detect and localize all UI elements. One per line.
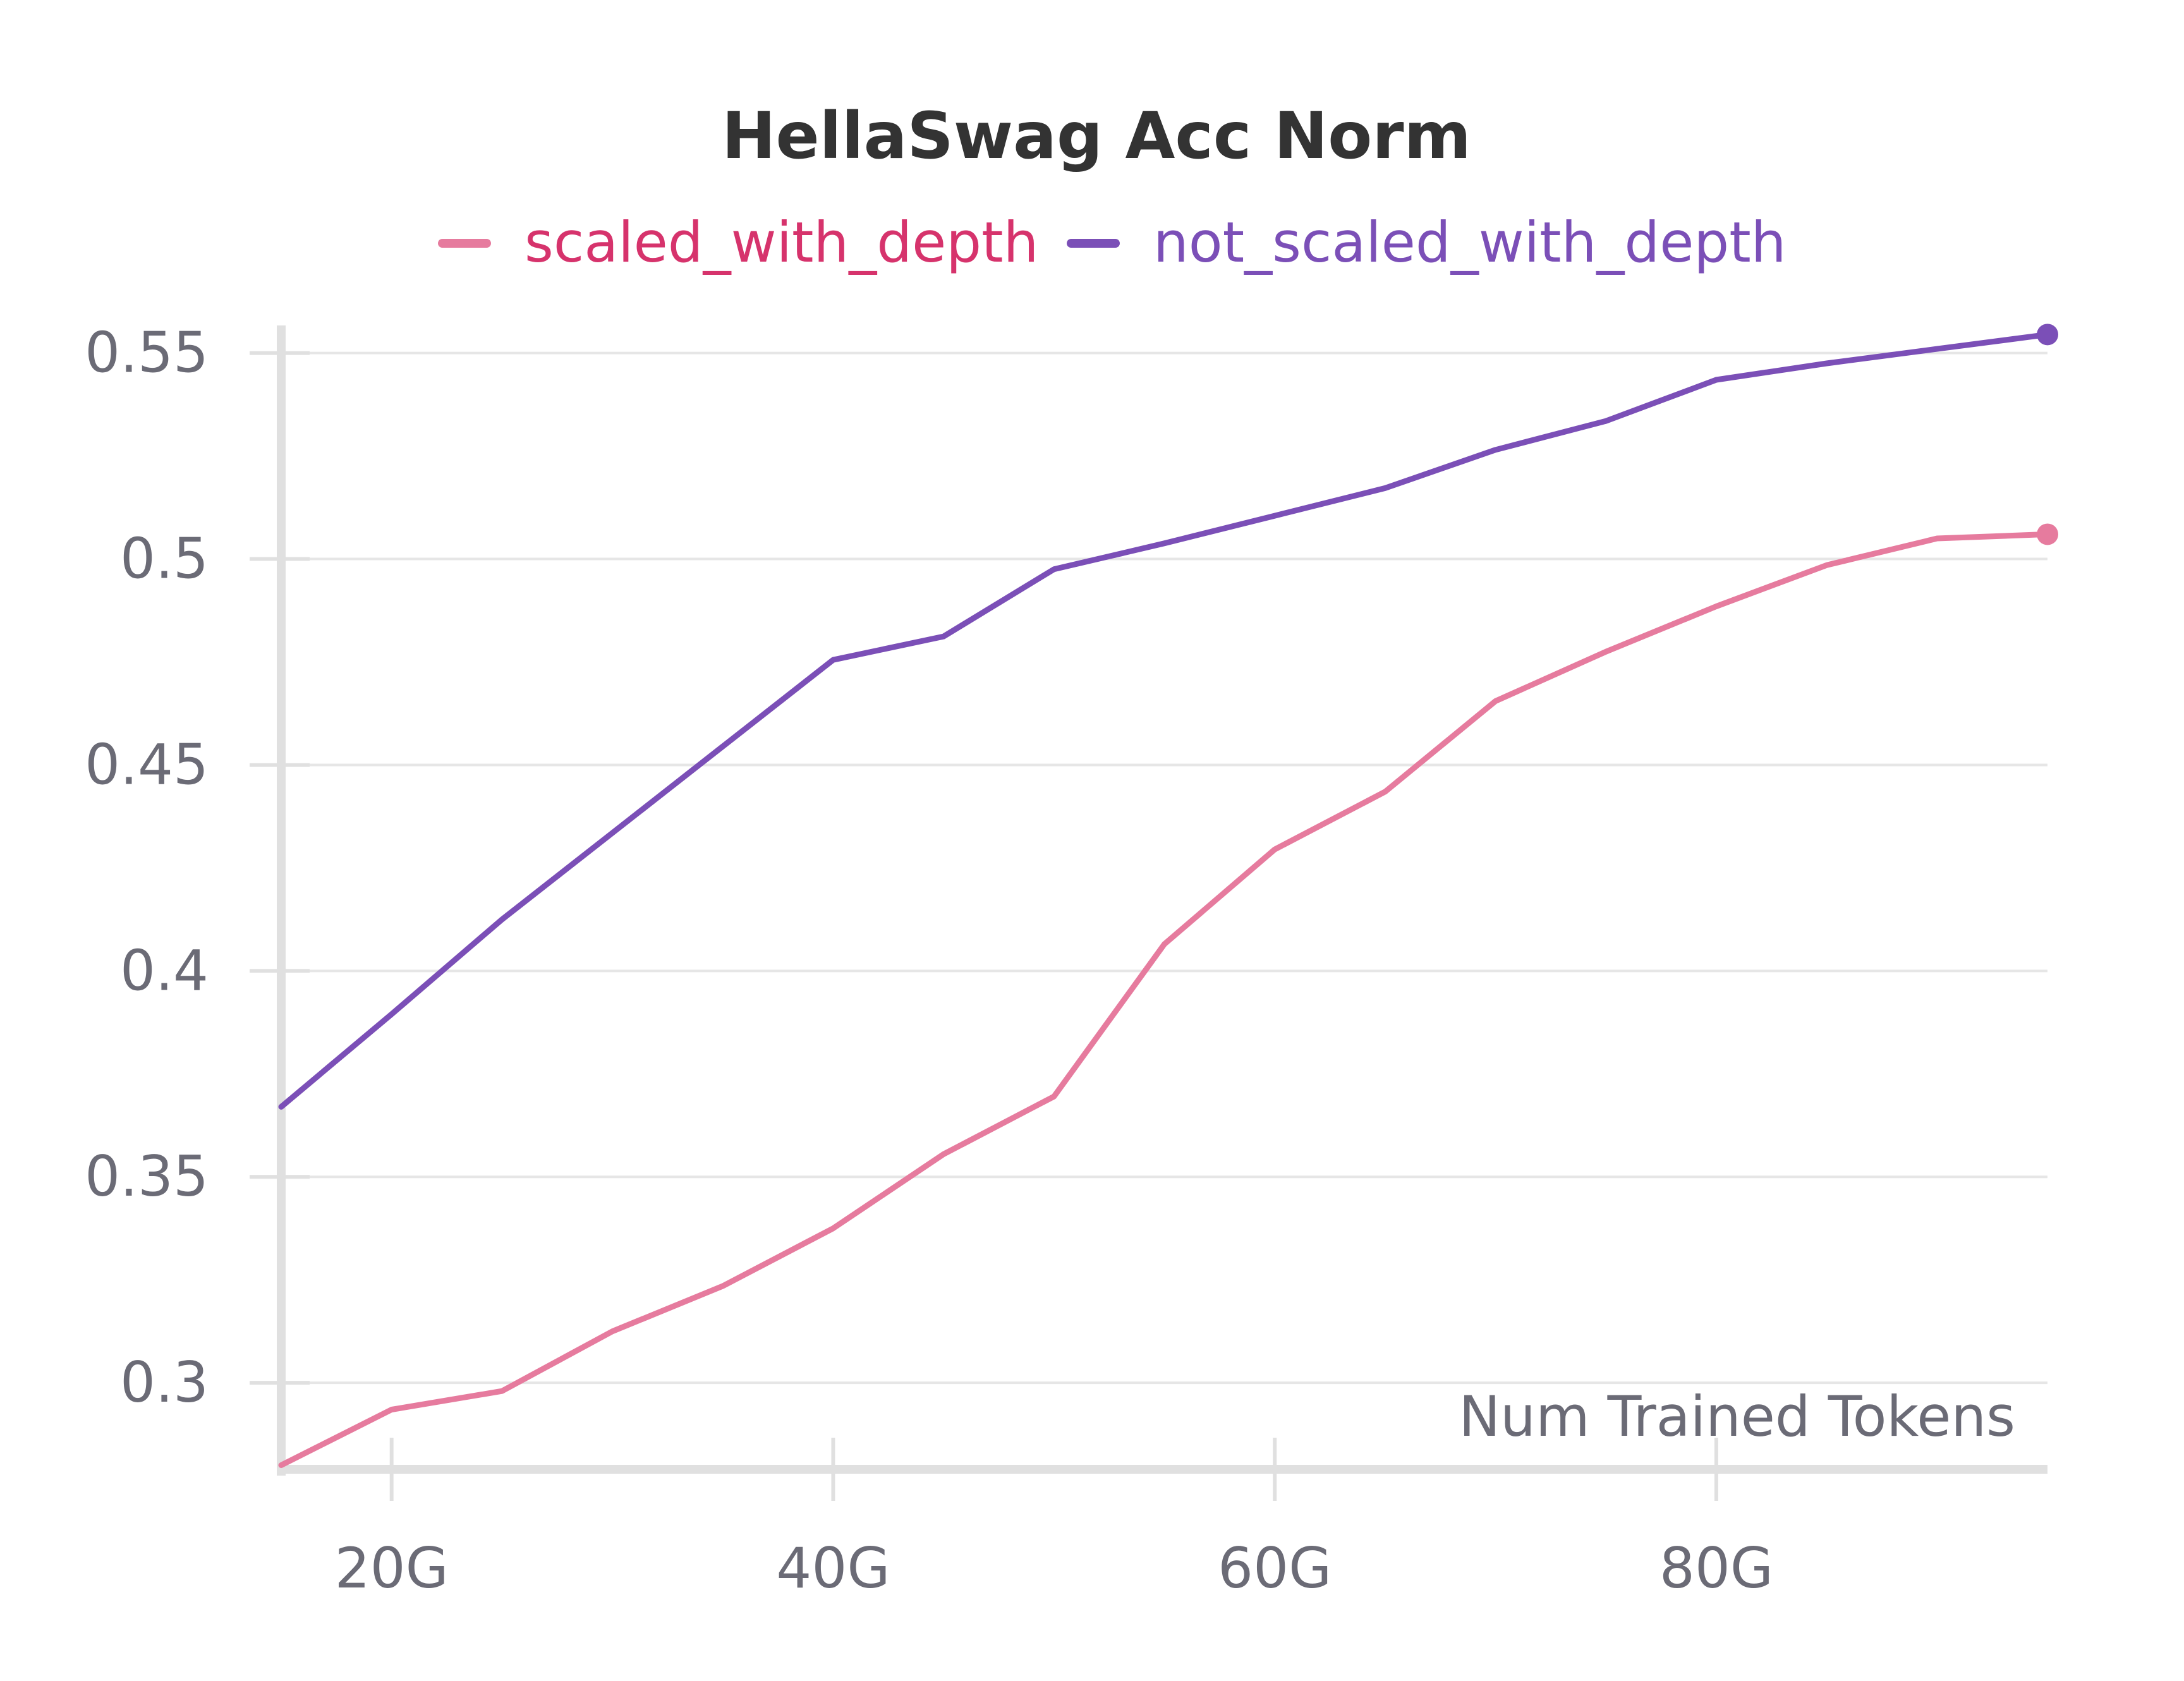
series-line-not-scaled-with-depth bbox=[278, 331, 2051, 1110]
y-tick-label: 0.45 bbox=[85, 732, 209, 797]
y-tick-label: 0.35 bbox=[85, 1144, 209, 1209]
y-tick-label: 0.3 bbox=[120, 1350, 209, 1415]
series-line-scaled-with-depth bbox=[278, 531, 2051, 1468]
x-axis-title: Num Trained Tokens bbox=[1459, 1384, 2015, 1449]
series-end-point-not-scaled-with-depth bbox=[2037, 324, 2058, 346]
y-tick-label: 0.55 bbox=[85, 320, 209, 385]
x-tick-label: 40G bbox=[776, 1536, 890, 1601]
y-tick-label: 0.5 bbox=[120, 526, 209, 592]
y-tick-label: 0.4 bbox=[120, 938, 209, 1003]
series-end-point-scaled-with-depth bbox=[2037, 523, 2058, 545]
axis-labels: 0.3 0.35 0.4 0.45 0.5 0.55 20G 40G 60G 80G bbox=[85, 320, 1773, 1601]
legend: scaled_with_depth not_scaled_with_depth bbox=[438, 210, 1787, 275]
x-tick-label: 20G bbox=[335, 1536, 449, 1601]
series-lines bbox=[278, 324, 2058, 1468]
x-tick-label: 60G bbox=[1218, 1536, 1332, 1601]
x-tick-label: 80G bbox=[1659, 1536, 1773, 1601]
legend-label-scaled-with-depth: scaled_with_depth bbox=[525, 210, 1038, 275]
legend-label-not-scaled-with-depth: not_scaled_with_depth bbox=[1153, 210, 1787, 275]
chart-title: HellaSwag Acc Norm bbox=[722, 99, 1471, 174]
grid-lines bbox=[281, 351, 2048, 1385]
axes bbox=[250, 325, 2048, 1501]
